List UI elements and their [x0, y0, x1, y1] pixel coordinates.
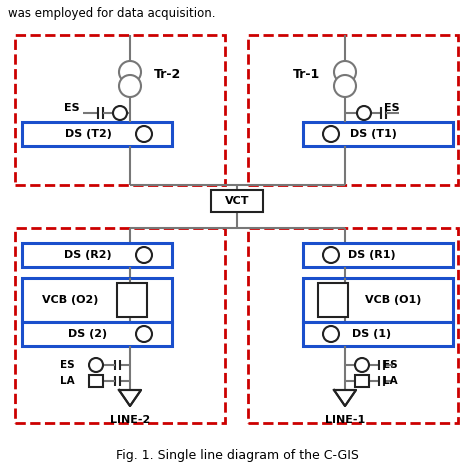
Text: ES: ES — [384, 103, 400, 113]
Text: Tr-1: Tr-1 — [293, 68, 320, 82]
Text: was employed for data acquisition.: was employed for data acquisition. — [8, 8, 216, 20]
Text: DS (2): DS (2) — [68, 329, 108, 339]
Text: LINE-1: LINE-1 — [325, 415, 365, 425]
Circle shape — [355, 358, 369, 372]
Bar — [355, 375, 369, 387]
Text: LA: LA — [383, 376, 397, 386]
Circle shape — [323, 326, 339, 342]
Bar — [248, 35, 458, 185]
Text: ES: ES — [383, 360, 397, 370]
Text: Fig. 1. Single line diagram of the C-GIS: Fig. 1. Single line diagram of the C-GIS — [116, 448, 358, 462]
Circle shape — [113, 106, 127, 120]
Text: ES: ES — [60, 360, 74, 370]
Circle shape — [334, 75, 356, 97]
Text: DS (1): DS (1) — [353, 329, 392, 339]
Polygon shape — [334, 390, 356, 406]
Bar — [211, 190, 263, 212]
Circle shape — [334, 61, 356, 83]
Bar — [303, 322, 453, 346]
Text: VCB (O1): VCB (O1) — [365, 295, 421, 305]
Bar — [22, 322, 172, 346]
Circle shape — [136, 247, 152, 263]
Circle shape — [323, 126, 339, 142]
Circle shape — [136, 126, 152, 142]
Text: LA: LA — [60, 376, 74, 386]
Bar — [22, 122, 172, 146]
Text: DS (T2): DS (T2) — [64, 129, 111, 139]
Circle shape — [119, 61, 141, 83]
Text: ES: ES — [64, 103, 80, 113]
Bar — [248, 228, 458, 423]
Bar — [117, 283, 147, 317]
Text: Tr-2: Tr-2 — [155, 68, 182, 82]
Text: LINE-2: LINE-2 — [110, 415, 150, 425]
Bar — [303, 122, 453, 146]
Text: VCB (O2): VCB (O2) — [42, 295, 98, 305]
Circle shape — [119, 75, 141, 97]
Circle shape — [136, 326, 152, 342]
Bar — [15, 228, 225, 423]
Bar — [22, 278, 172, 322]
Bar — [303, 278, 453, 322]
Text: DS (R2): DS (R2) — [64, 250, 112, 260]
Circle shape — [323, 247, 339, 263]
Polygon shape — [119, 390, 141, 406]
Circle shape — [357, 106, 371, 120]
Text: DS (T1): DS (T1) — [349, 129, 396, 139]
Bar — [22, 243, 172, 267]
Bar — [89, 375, 103, 387]
Bar — [318, 283, 348, 317]
Bar — [303, 243, 453, 267]
Circle shape — [89, 358, 103, 372]
Text: DS (R1): DS (R1) — [348, 250, 396, 260]
Text: VCT: VCT — [225, 196, 249, 206]
Bar — [15, 35, 225, 185]
